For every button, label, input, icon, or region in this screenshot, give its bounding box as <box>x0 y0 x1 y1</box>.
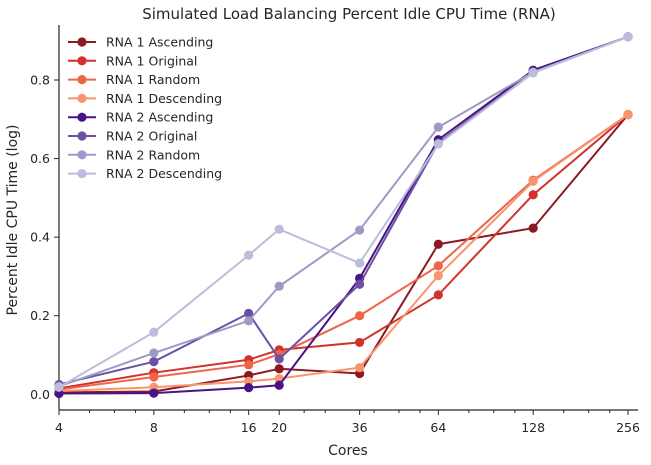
legend-swatch-marker <box>77 169 87 179</box>
data-point <box>433 290 443 300</box>
data-point <box>433 139 443 149</box>
series-line <box>58 35 629 388</box>
data-point <box>528 68 538 78</box>
series-line <box>58 113 629 391</box>
data-point <box>433 122 443 132</box>
legend-item: RNA 2 Original <box>68 129 197 144</box>
data-point <box>528 190 538 200</box>
legend-item: RNA 1 Descending <box>68 91 222 106</box>
y-tick-label: 0.2 <box>30 308 50 323</box>
legend-swatch-marker <box>77 112 87 122</box>
data-point <box>274 224 284 234</box>
data-point <box>355 362 365 373</box>
legend-swatch-marker <box>77 75 87 85</box>
x-tick-label: 8 <box>150 420 158 435</box>
legend-swatch-marker <box>77 93 87 103</box>
x-tick-label: 16 <box>241 420 257 435</box>
legend-swatch-marker <box>77 131 87 141</box>
legend-item: RNA 1 Original <box>68 53 197 68</box>
legend-swatch-marker <box>77 37 87 47</box>
data-point <box>244 383 254 393</box>
x-tick-label: 36 <box>352 420 368 435</box>
data-point <box>244 308 254 318</box>
data-point <box>149 327 159 337</box>
legend-label: RNA 1 Descending <box>106 91 222 106</box>
data-point <box>244 360 254 370</box>
legend-label: RNA 2 Ascending <box>106 110 213 125</box>
data-point <box>355 258 365 268</box>
x-tick-label: 20 <box>271 420 287 435</box>
data-point <box>623 109 633 120</box>
data-point <box>355 337 365 348</box>
y-tick-label: 0.0 <box>30 387 50 402</box>
data-point <box>149 372 159 382</box>
series-layer <box>54 32 633 399</box>
data-point <box>623 32 633 42</box>
series-rna-2-descending <box>54 32 633 392</box>
data-point <box>274 354 284 364</box>
legend-item: RNA 2 Ascending <box>68 110 213 125</box>
legend-item: RNA 1 Random <box>68 72 200 87</box>
legend-label: RNA 2 Original <box>106 129 197 144</box>
legend-swatch-marker <box>77 150 87 160</box>
data-point <box>528 176 538 186</box>
data-point <box>355 311 365 321</box>
legend-label: RNA 1 Random <box>106 72 200 87</box>
data-point <box>54 388 64 399</box>
legend-label: RNA 2 Random <box>106 147 200 162</box>
data-point <box>244 250 254 260</box>
data-point <box>244 316 254 326</box>
data-point <box>433 239 443 249</box>
x-tick-label: 64 <box>430 420 446 435</box>
y-tick-label: 0.6 <box>30 151 50 166</box>
series-line <box>58 113 629 394</box>
series-line <box>58 113 629 390</box>
legend-label: RNA 2 Descending <box>106 166 222 181</box>
data-point <box>433 271 443 281</box>
data-point <box>149 357 159 367</box>
axes: 0.0 0.2 0.4 0.6 0.8 4 8 16 20 36 64 128 256 <box>30 25 640 435</box>
data-point <box>528 223 538 233</box>
data-point <box>355 225 365 235</box>
legend-label: RNA 1 Ascending <box>106 35 213 50</box>
series-line <box>58 35 629 386</box>
series-line <box>58 35 629 389</box>
data-point <box>274 380 284 390</box>
y-axis-label: Percent Idle CPU Time (log) <box>5 125 21 316</box>
data-point <box>149 348 159 358</box>
y-tick-label: 0.4 <box>30 230 50 245</box>
data-point <box>433 261 443 271</box>
data-point <box>355 279 365 289</box>
x-axis-label: Cores <box>328 443 368 459</box>
y-tick-label: 0.8 <box>30 73 50 88</box>
x-tick-label: 256 <box>616 420 640 435</box>
data-point <box>244 376 254 386</box>
legend-item: RNA 2 Descending <box>68 166 222 181</box>
legend-label: RNA 1 Original <box>106 53 197 68</box>
legend-item: RNA 1 Ascending <box>68 35 213 50</box>
legend: RNA 1 Ascending RNA 1 Original RNA 1 Rando… <box>68 35 222 181</box>
x-tick-label: 4 <box>55 420 63 435</box>
legend-swatch-marker <box>77 56 87 66</box>
chart-title: Simulated Load Balancing Percent Idle CP… <box>142 5 556 23</box>
data-point <box>149 388 159 398</box>
data-point <box>54 382 64 392</box>
x-tick-label: 128 <box>521 420 545 435</box>
data-point <box>274 364 284 374</box>
data-point <box>274 281 284 291</box>
series-line <box>58 113 629 393</box>
legend-item: RNA 2 Random <box>68 147 200 162</box>
